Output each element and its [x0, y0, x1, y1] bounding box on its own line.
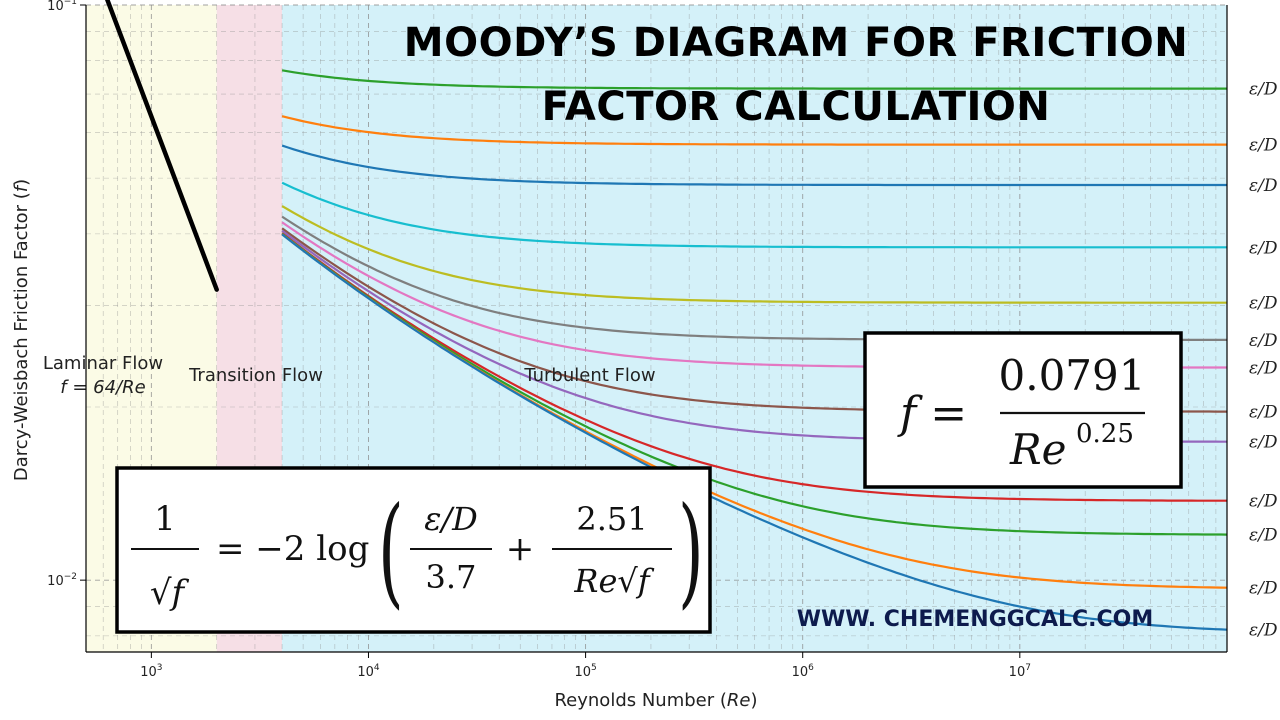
colebrook-equals-log: = −2 log — [216, 529, 369, 569]
friction-curve-series — [281, 205, 1227, 304]
curve-label-roughness: ε/D — [1249, 294, 1278, 314]
friction-curve-series — [281, 233, 1228, 631]
laminar-flow-line — [105, 0, 219, 292]
colebrook-term1-numerator: ε/D — [424, 500, 478, 538]
colebrook-equation-box: 1 √f = −2 log ( ε/D 3.7 + 2.51 Re√f ) — [115, 466, 712, 634]
blasius-equation-box: f = 0.0791 Re 0.25 — [863, 331, 1183, 489]
curve-label-roughness: ε/D — [1249, 359, 1278, 379]
blasius-denominator-base: Re — [1009, 425, 1066, 474]
friction-curve-series — [281, 144, 1227, 187]
curve-label-roughness: ε/D — [1249, 238, 1278, 258]
colebrook-right-paren: ) — [678, 480, 704, 620]
curve-label-roughness: ε/D — [1249, 492, 1278, 512]
curve-label-roughness: ε/D — [1249, 579, 1278, 599]
laminar-flow-label: Laminar Flow — [43, 353, 163, 374]
friction-curve-series — [281, 232, 1228, 536]
colebrook-plus: + — [506, 529, 535, 569]
colebrook-left-paren: ( — [378, 480, 404, 620]
x-tick-label: 104 — [357, 663, 380, 680]
title-line-1: MOODY’S DIAGRAM FOR FRICTION — [404, 20, 1188, 66]
transition-flow-label: Transition Flow — [188, 365, 323, 386]
colebrook-lhs-denominator: √f — [150, 573, 190, 613]
curve-label-roughness: ε/D — [1249, 433, 1278, 453]
axes-frame — [85, 5, 1228, 653]
curve-label-roughness: ε/D — [1249, 526, 1278, 546]
friction-curve-series — [281, 115, 1227, 146]
friction-curve-series — [281, 232, 1227, 502]
x-tick-label: 105 — [574, 663, 596, 680]
colebrook-lhs-numerator: 1 — [154, 499, 176, 539]
x-axis-label: Reynolds Number (Re) — [554, 690, 757, 711]
colebrook-term2-denominator: Re√f — [573, 562, 654, 600]
colebrook-term1-denominator: 3.7 — [426, 558, 477, 596]
y-tick-label: 10−1 — [47, 0, 77, 14]
x-tick-label: 103 — [140, 663, 162, 680]
colebrook-term2-numerator: 2.51 — [576, 500, 647, 538]
title-line-2: FACTOR CALCULATION — [542, 84, 1051, 130]
curve-label-roughness: ε/D — [1249, 331, 1278, 351]
friction-curve-series — [281, 69, 1227, 90]
curve-label-roughness: ε/D — [1249, 136, 1278, 156]
x-tick-label: 107 — [1009, 663, 1031, 680]
y-axis-label: Darcy-Weisbach Friction Factor (f) — [11, 179, 32, 481]
website-label: WWW. CHEMENGGCALC.COM — [797, 607, 1154, 632]
curve-label-roughness: ε/D — [1249, 80, 1278, 100]
curve-label-roughness: ε/D — [1249, 176, 1278, 196]
blasius-numerator: 0.0791 — [999, 351, 1146, 400]
y-tick-label: 10−2 — [47, 572, 77, 589]
laminar-formula-label: f = 64/Re — [60, 377, 145, 398]
tick-labels: 103 104 105 106 107 10−2 10−1 — [47, 0, 1031, 680]
curve-label-roughness: ε/D — [1249, 403, 1278, 423]
x-tick-label: 106 — [792, 663, 815, 680]
friction-curve-series — [281, 181, 1227, 249]
turbulent-flow-label: Turbulent Flow — [523, 365, 655, 386]
curve-labels: ε/D ε/D ε/D ε/D ε/D ε/D ε/D ε/D ε/D ε/D ε/D ε/D ε/D — [1249, 80, 1278, 641]
blasius-denominator-exponent: 0.25 — [1076, 419, 1134, 449]
blasius-lhs: f = — [897, 388, 967, 439]
curve-label-roughness: ε/D — [1249, 621, 1278, 641]
